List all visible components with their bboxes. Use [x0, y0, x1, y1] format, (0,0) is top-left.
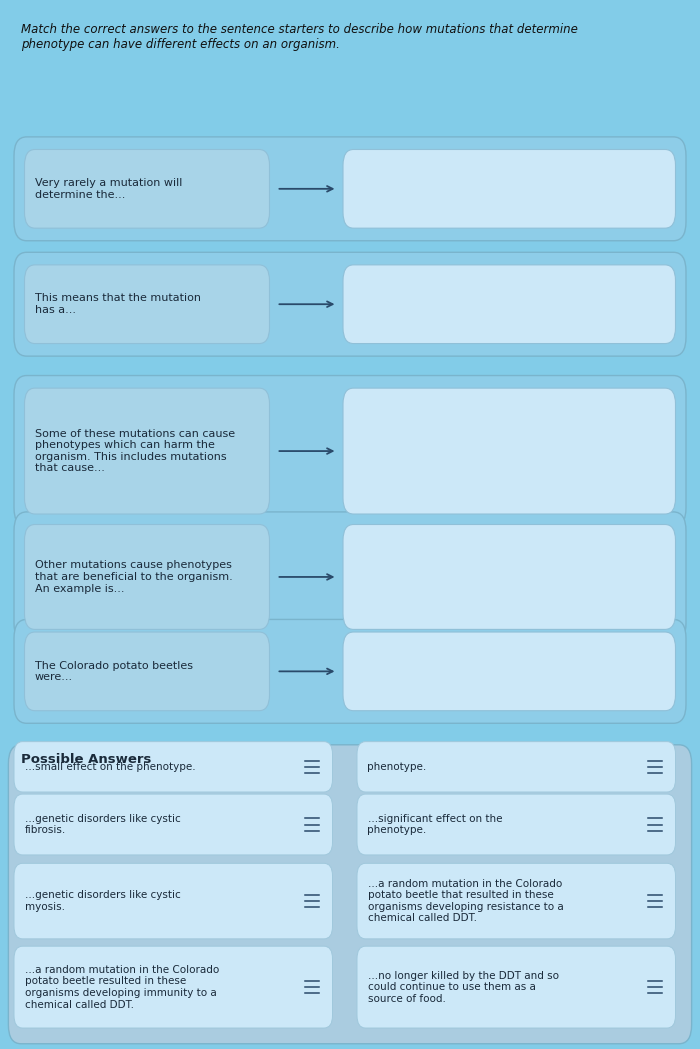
Text: phenotype.: phenotype.: [368, 762, 427, 772]
Point: [657, 901, 666, 914]
FancyBboxPatch shape: [25, 524, 270, 629]
FancyBboxPatch shape: [357, 742, 676, 792]
Point: [314, 812, 323, 825]
Point: [314, 825, 323, 837]
FancyBboxPatch shape: [14, 619, 686, 724]
FancyBboxPatch shape: [14, 742, 332, 792]
Point: [657, 812, 666, 825]
Text: ...no longer killed by the DDT and so
could continue to use them as a
source of : ...no longer killed by the DDT and so co…: [368, 970, 559, 1004]
FancyBboxPatch shape: [357, 794, 676, 855]
Text: ...significant effect on the
phenotype.: ...significant effect on the phenotype.: [368, 814, 502, 835]
Point: [643, 767, 652, 779]
Point: [314, 975, 323, 987]
Text: Possible Answers: Possible Answers: [21, 753, 151, 766]
Text: This means that the mutation
has a...: This means that the mutation has a...: [35, 294, 201, 315]
Point: [643, 889, 652, 901]
FancyBboxPatch shape: [343, 388, 676, 514]
FancyBboxPatch shape: [343, 265, 676, 344]
FancyBboxPatch shape: [14, 946, 332, 1028]
Point: [657, 754, 666, 767]
FancyBboxPatch shape: [343, 150, 676, 229]
Point: [300, 987, 309, 1000]
FancyBboxPatch shape: [14, 863, 332, 939]
FancyBboxPatch shape: [343, 631, 676, 711]
FancyBboxPatch shape: [25, 265, 270, 344]
Point: [657, 889, 666, 901]
Point: [300, 767, 309, 779]
Text: ...genetic disorders like cystic
myosis.: ...genetic disorders like cystic myosis.: [25, 891, 181, 912]
Point: [314, 889, 323, 901]
Text: ...a random mutation in the Colorado
potato beetle that resulted in these
organi: ...a random mutation in the Colorado pot…: [368, 879, 564, 923]
FancyBboxPatch shape: [357, 863, 676, 939]
Point: [300, 981, 309, 993]
Point: [657, 825, 666, 837]
FancyBboxPatch shape: [14, 376, 686, 527]
FancyBboxPatch shape: [25, 150, 270, 229]
Point: [314, 754, 323, 767]
Point: [657, 767, 666, 779]
Text: The Colorado potato beetles
were...: The Colorado potato beetles were...: [35, 661, 193, 682]
Point: [643, 987, 652, 1000]
Point: [643, 901, 652, 914]
FancyBboxPatch shape: [14, 137, 686, 241]
Point: [643, 981, 652, 993]
Text: ...a random mutation in the Colorado
potato beetle resulted in these
organisms d: ...a random mutation in the Colorado pot…: [25, 965, 218, 1009]
Point: [300, 825, 309, 837]
FancyBboxPatch shape: [8, 745, 692, 1044]
Point: [643, 812, 652, 825]
Point: [643, 895, 652, 907]
Point: [314, 818, 323, 831]
FancyBboxPatch shape: [14, 253, 686, 357]
FancyBboxPatch shape: [357, 946, 676, 1028]
Point: [314, 767, 323, 779]
Point: [657, 981, 666, 993]
Point: [300, 901, 309, 914]
Point: [657, 761, 666, 773]
Point: [643, 754, 652, 767]
Point: [300, 895, 309, 907]
Point: [657, 895, 666, 907]
Point: [300, 818, 309, 831]
Point: [300, 812, 309, 825]
FancyBboxPatch shape: [343, 524, 676, 629]
Point: [657, 818, 666, 831]
FancyBboxPatch shape: [25, 388, 270, 514]
Point: [314, 761, 323, 773]
Point: [314, 987, 323, 1000]
FancyBboxPatch shape: [25, 631, 270, 711]
Text: Match the correct answers to the sentence starters to describe how mutations tha: Match the correct answers to the sentenc…: [21, 23, 578, 51]
Point: [300, 975, 309, 987]
Text: Some of these mutations can cause
phenotypes which can harm the
organism. This i: Some of these mutations can cause phenot…: [35, 429, 235, 473]
Text: Very rarely a mutation will
determine the...: Very rarely a mutation will determine th…: [35, 178, 183, 199]
FancyBboxPatch shape: [14, 512, 686, 642]
Point: [657, 987, 666, 1000]
Point: [643, 761, 652, 773]
Text: Other mutations cause phenotypes
that are beneficial to the organism.
An example: Other mutations cause phenotypes that ar…: [35, 560, 232, 594]
Text: ...small effect on the phenotype.: ...small effect on the phenotype.: [25, 762, 195, 772]
Point: [314, 901, 323, 914]
Point: [657, 975, 666, 987]
Point: [643, 818, 652, 831]
Text: ...genetic disorders like cystic
fibrosis.: ...genetic disorders like cystic fibrosi…: [25, 814, 181, 835]
FancyBboxPatch shape: [14, 794, 332, 855]
Point: [643, 975, 652, 987]
Point: [300, 761, 309, 773]
Point: [300, 889, 309, 901]
Point: [643, 825, 652, 837]
Point: [314, 981, 323, 993]
Point: [314, 895, 323, 907]
Point: [300, 754, 309, 767]
